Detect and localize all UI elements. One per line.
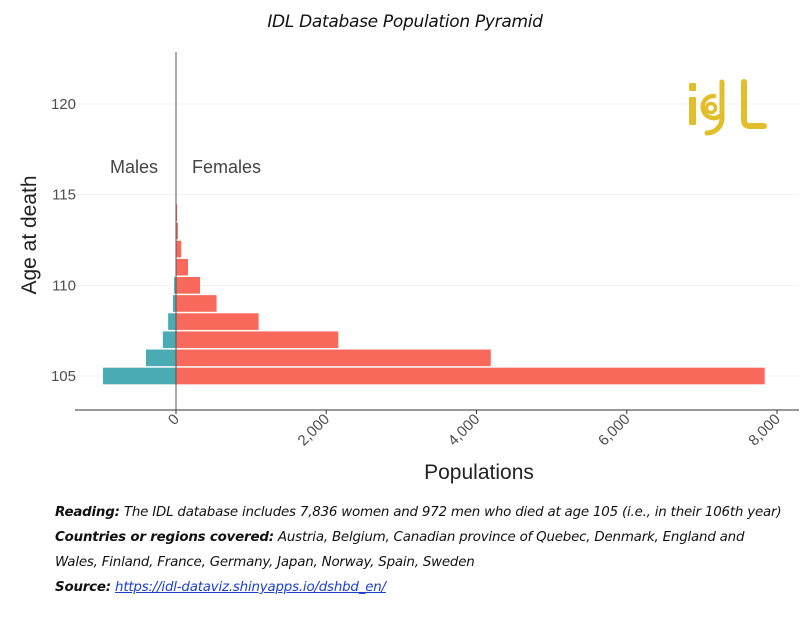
population-pyramid-chart: 0 2,000 4,000 6,000 8,000 105 110 115 120 Popul…	[18, 52, 799, 484]
source-note: Source: https://idl-dataviz.shinyapps.io…	[55, 575, 785, 600]
bar-males-110	[174, 277, 176, 294]
bar-females-112	[176, 240, 182, 258]
logo-i-stem	[689, 97, 696, 125]
idl-logo: idl	[689, 79, 767, 136]
bar-females-105	[176, 367, 765, 385]
logo-fingerprint-mid	[700, 93, 723, 121]
bar-females-106	[176, 349, 491, 367]
countries-label: Countries or regions covered:	[55, 530, 274, 545]
logo-fingerprint-outer	[704, 79, 725, 136]
source-label: Source:	[55, 580, 111, 595]
reading-label: Reading:	[55, 505, 120, 520]
bar-females-110	[176, 277, 201, 294]
bar-females-113	[176, 222, 178, 240]
logo-l-stem	[741, 79, 767, 129]
x-axis-ticks: 0 2,000 4,000 6,000 8,000	[165, 410, 784, 449]
bar-females-108	[176, 313, 259, 330]
chart-title: IDL Database Population Pyramid	[267, 12, 543, 32]
logo-i-dot	[689, 83, 696, 91]
bar-females-114	[176, 204, 178, 222]
bar-males-105	[102, 367, 176, 385]
bars	[102, 204, 765, 385]
x-tick-label: 8,000	[745, 411, 784, 450]
x-tick-label: 0	[165, 411, 183, 429]
bar-males-109	[172, 295, 176, 312]
bar-males-107	[162, 331, 176, 349]
y-tick-label: 110	[52, 277, 76, 294]
bar-males-108	[168, 313, 176, 330]
x-tick-label: 6,000	[595, 411, 634, 450]
x-tick-label: 2,000	[295, 411, 334, 450]
source-link[interactable]: https://idl-dataviz.shinyapps.io/dshbd_e…	[115, 580, 386, 595]
countries-text: Austria, Belgium, Canadian province of Q…	[55, 530, 745, 570]
males-label: Males	[110, 157, 158, 177]
bar-males-106	[145, 349, 176, 367]
y-tick-label: 115	[52, 187, 76, 204]
y-axis-ticks: 105 110 115 120	[51, 96, 76, 385]
bar-females-109	[176, 295, 217, 312]
y-axis-title: Age at death	[18, 175, 41, 294]
y-tick-label: 105	[51, 368, 76, 385]
bar-females-107	[176, 331, 339, 349]
reading-text: The IDL database includes 7,836 women an…	[119, 505, 782, 520]
chart-caption: Reading: The IDL database includes 7,836…	[55, 500, 785, 600]
bar-females-111	[176, 258, 189, 276]
x-tick-label: 4,000	[445, 411, 484, 450]
y-tick-label: 120	[51, 96, 76, 113]
countries-note: Countries or regions covered: Austria, B…	[55, 525, 785, 575]
x-axis-title: Populations	[424, 461, 534, 484]
logo-fingerprint-core	[704, 101, 718, 115]
females-label: Females	[192, 157, 261, 177]
reading-note: Reading: The IDL database includes 7,836…	[55, 500, 785, 525]
